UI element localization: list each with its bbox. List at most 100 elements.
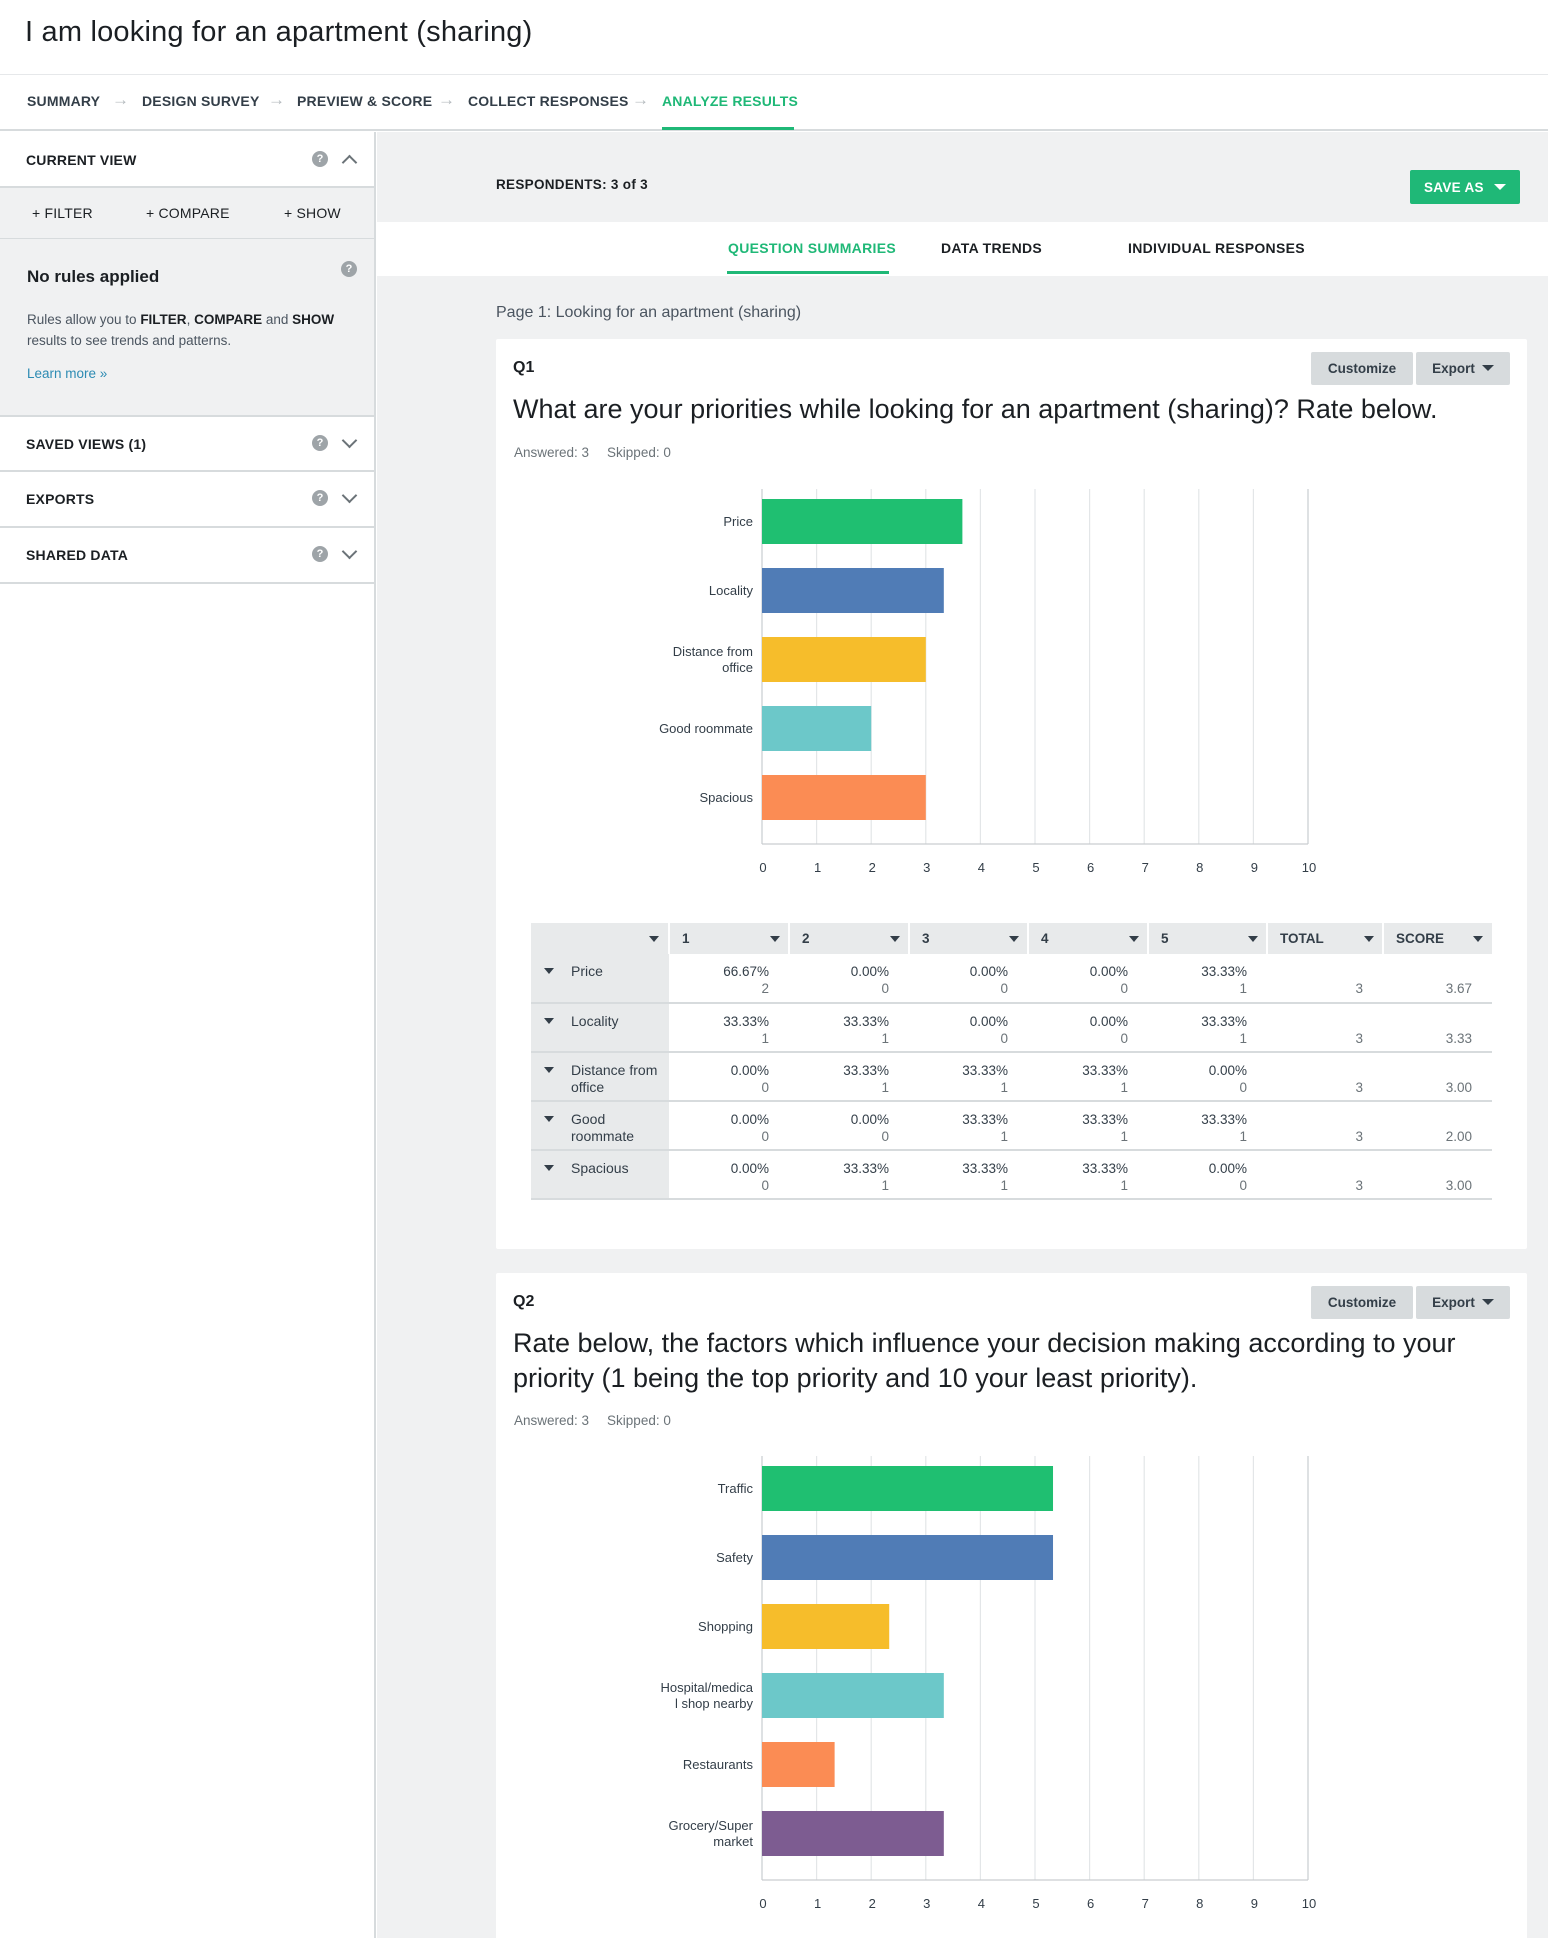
table-header-cell[interactable]: 4 bbox=[1028, 923, 1149, 954]
help-icon[interactable]: ? bbox=[312, 546, 328, 562]
bar[interactable] bbox=[762, 637, 926, 682]
shared-data-section[interactable]: SHARED DATA ? bbox=[0, 528, 374, 584]
column-label: SCORE bbox=[1396, 931, 1445, 946]
bar[interactable] bbox=[762, 568, 944, 613]
row-header[interactable]: Good roommate bbox=[531, 1101, 669, 1151]
cell-count: 0 bbox=[1000, 981, 1008, 996]
add-compare-button[interactable]: + COMPARE bbox=[146, 205, 230, 221]
table-header-row: 1 2 3 4 5 TOTAL SCORE bbox=[531, 923, 1492, 954]
row-header[interactable]: Distance from office bbox=[531, 1052, 669, 1102]
cell-count: 1 bbox=[881, 1080, 889, 1095]
cell-percent: 33.33% bbox=[843, 1063, 889, 1078]
rules-text-suffix: results to see trends and patterns. bbox=[27, 333, 232, 348]
table-cell: 0.00% 0 bbox=[1028, 1003, 1148, 1053]
table-header-cell[interactable]: 3 bbox=[909, 923, 1029, 954]
tab-question-summaries[interactable]: QUESTION SUMMARIES bbox=[728, 240, 896, 256]
shared-data-label: SHARED DATA bbox=[26, 547, 129, 563]
help-icon[interactable]: ? bbox=[341, 261, 357, 277]
score-cell: 3.33 bbox=[1383, 1003, 1492, 1053]
total-cell: 3 bbox=[1267, 954, 1383, 1004]
table-header-cell[interactable]: 5 bbox=[1148, 923, 1268, 954]
table-header-cell[interactable]: 2 bbox=[789, 923, 910, 954]
cell-percent: 0.00% bbox=[969, 964, 1008, 979]
cell-count: 1 bbox=[1120, 1129, 1128, 1144]
help-icon[interactable]: ? bbox=[312, 151, 328, 167]
chevron-down-icon[interactable] bbox=[341, 432, 358, 449]
customize-button[interactable]: Customize bbox=[1311, 1286, 1413, 1319]
learn-more-link[interactable]: Learn more » bbox=[27, 366, 108, 381]
help-icon[interactable]: ? bbox=[312, 435, 328, 451]
category-label-line: Safety bbox=[716, 1549, 753, 1565]
save-as-button[interactable]: SAVE AS bbox=[1410, 170, 1520, 204]
question-card-q2: Q2 Customize Export Rate below, the fact… bbox=[496, 1273, 1527, 1938]
customize-button[interactable]: Customize bbox=[1311, 352, 1413, 385]
step-preview-score[interactable]: PREVIEW & SCORE bbox=[297, 93, 433, 109]
column-label: 1 bbox=[682, 931, 690, 946]
help-icon[interactable]: ? bbox=[312, 490, 328, 506]
caret-down-icon bbox=[544, 1067, 554, 1073]
table-header-cell[interactable]: 1 bbox=[669, 923, 790, 954]
bar[interactable] bbox=[762, 499, 963, 544]
x-tick-label: 1 bbox=[813, 1896, 822, 1911]
total-cell: 3 bbox=[1267, 1101, 1383, 1151]
row-header[interactable]: Spacious bbox=[531, 1150, 669, 1200]
bar[interactable] bbox=[762, 1535, 1054, 1580]
customize-label: Customize bbox=[1327, 361, 1397, 376]
bar[interactable] bbox=[762, 1742, 835, 1787]
bar[interactable] bbox=[762, 1673, 944, 1718]
saved-views-label: SAVED VIEWS (1) bbox=[26, 436, 147, 452]
export-button[interactable]: Export bbox=[1416, 352, 1510, 385]
step-summary[interactable]: SUMMARY bbox=[27, 93, 101, 109]
step-design-survey[interactable]: DESIGN SURVEY bbox=[142, 93, 260, 109]
chart-svg bbox=[761, 1456, 1309, 1881]
row-header[interactable]: Locality bbox=[531, 1003, 669, 1053]
cell-percent: 0.00% bbox=[1089, 1014, 1128, 1029]
step-analyze-results[interactable]: ANALYZE RESULTS bbox=[662, 93, 799, 109]
cell-count: 1 bbox=[1000, 1129, 1008, 1144]
category-label: Traffic bbox=[718, 1481, 753, 1497]
row-header[interactable]: Price bbox=[531, 954, 669, 1004]
cell-count: 0 bbox=[1239, 1178, 1247, 1193]
exports-section[interactable]: EXPORTS ? bbox=[0, 472, 374, 528]
cell-count: 0 bbox=[761, 1080, 769, 1095]
table-header-cell[interactable]: TOTAL bbox=[1267, 923, 1384, 954]
chevron-down-icon[interactable] bbox=[341, 543, 358, 560]
tab-individual-responses[interactable]: INDIVIDUAL RESPONSES bbox=[1128, 240, 1305, 256]
answered-count: Answered: 3 bbox=[514, 1413, 590, 1428]
bar[interactable] bbox=[762, 706, 872, 751]
export-button[interactable]: Export bbox=[1416, 1286, 1510, 1319]
cell-percent: 33.33% bbox=[962, 1112, 1008, 1127]
view-actions: + FILTER + COMPARE + SHOW bbox=[0, 188, 374, 239]
cell-percent: 0.00% bbox=[969, 1014, 1008, 1029]
score-cell: 3.00 bbox=[1383, 1150, 1492, 1200]
cell-percent: 33.33% bbox=[1082, 1161, 1128, 1176]
column-label: TOTAL bbox=[1280, 931, 1324, 946]
cell-count: 0 bbox=[761, 1129, 769, 1144]
table-cell: 33.33% 1 bbox=[1028, 1150, 1148, 1200]
step-collect-responses[interactable]: COLLECT RESPONSES bbox=[468, 93, 629, 109]
current-view-header[interactable]: CURRENT VIEW ? bbox=[0, 132, 374, 188]
add-show-button[interactable]: + SHOW bbox=[284, 205, 341, 221]
export-label: Export bbox=[1432, 1295, 1475, 1310]
x-tick-label: 2 bbox=[868, 860, 876, 875]
tab-data-trends[interactable]: DATA TRENDS bbox=[941, 240, 1043, 256]
category-label: Shopping bbox=[698, 1619, 753, 1635]
cell-percent: 0.00% bbox=[1208, 1063, 1247, 1078]
table-cell: 0.00% 0 bbox=[789, 954, 909, 1004]
table-header-cell[interactable]: SCORE bbox=[1383, 923, 1492, 954]
bar[interactable] bbox=[762, 1604, 890, 1649]
cell-count: 1 bbox=[1239, 1031, 1247, 1046]
bar[interactable] bbox=[762, 1811, 944, 1856]
saved-views-section[interactable]: SAVED VIEWS (1) ? bbox=[0, 415, 374, 472]
bar[interactable] bbox=[762, 1466, 1054, 1511]
cell-percent: 33.33% bbox=[962, 1161, 1008, 1176]
column-label: 4 bbox=[1041, 931, 1049, 946]
table-header-cell[interactable] bbox=[531, 923, 670, 954]
table-cell: 0.00% 0 bbox=[909, 954, 1028, 1004]
add-filter-button[interactable]: + FILTER bbox=[32, 205, 93, 221]
caret-down-icon bbox=[544, 1165, 554, 1171]
chevron-down-icon[interactable] bbox=[341, 487, 358, 504]
bar[interactable] bbox=[762, 775, 926, 820]
chevron-up-icon[interactable] bbox=[341, 154, 358, 171]
rules-text-sep: , bbox=[186, 312, 195, 327]
